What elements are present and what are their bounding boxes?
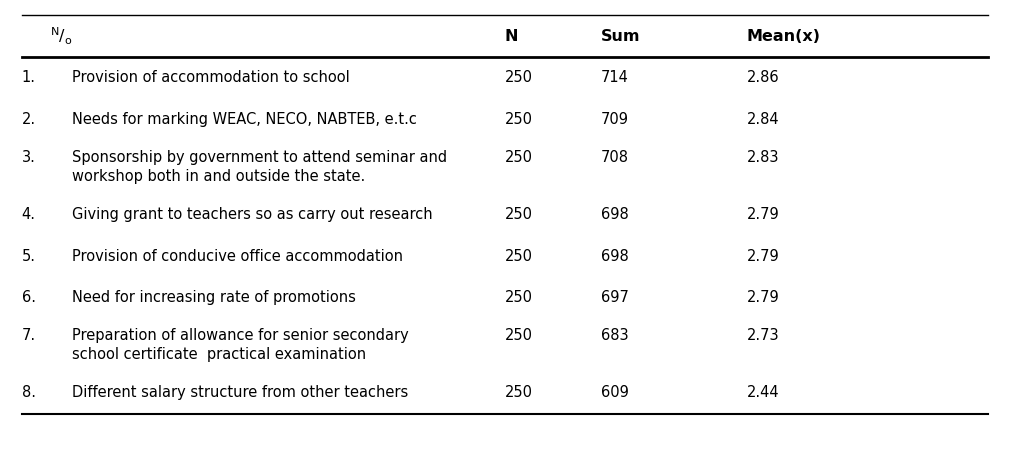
Text: 2.79: 2.79 (746, 290, 780, 305)
Text: 250: 250 (505, 290, 533, 305)
Text: 4.: 4. (21, 207, 35, 222)
Text: 250: 250 (505, 385, 533, 400)
Text: 7.: 7. (21, 328, 35, 343)
Text: 2.84: 2.84 (746, 112, 780, 127)
Text: Giving grant to teachers so as carry out research: Giving grant to teachers so as carry out… (72, 207, 432, 222)
Text: 250: 250 (505, 70, 533, 85)
Text: 709: 709 (601, 112, 628, 127)
Text: 2.79: 2.79 (746, 249, 780, 264)
Text: 2.44: 2.44 (746, 385, 780, 400)
Text: 2.86: 2.86 (746, 70, 780, 85)
Text: 683: 683 (601, 328, 628, 343)
Text: Different salary structure from other teachers: Different salary structure from other te… (72, 385, 408, 400)
Text: 698: 698 (601, 207, 628, 222)
Text: 714: 714 (601, 70, 628, 85)
Text: 250: 250 (505, 207, 533, 222)
Text: 250: 250 (505, 150, 533, 165)
Text: 6.: 6. (21, 290, 35, 305)
Text: 250: 250 (505, 328, 533, 343)
Text: 2.: 2. (21, 112, 35, 127)
Text: 5.: 5. (21, 249, 35, 264)
Text: 2.73: 2.73 (746, 328, 780, 343)
Text: 1.: 1. (21, 70, 35, 85)
Text: Provision of conducive office accommodation: Provision of conducive office accommodat… (72, 249, 403, 264)
Text: 2.79: 2.79 (746, 207, 780, 222)
Text: Provision of accommodation to school: Provision of accommodation to school (72, 70, 349, 85)
Text: 698: 698 (601, 249, 628, 264)
Text: 250: 250 (505, 249, 533, 264)
Text: 609: 609 (601, 385, 628, 400)
Text: 708: 708 (601, 150, 628, 165)
Text: Sum: Sum (601, 28, 640, 44)
Text: $\mathregular{^{N}/_{o}}$: $\mathregular{^{N}/_{o}}$ (50, 26, 73, 47)
Text: N: N (505, 28, 518, 44)
Text: 3.: 3. (21, 150, 35, 165)
Text: 2.83: 2.83 (746, 150, 780, 165)
Text: school certificate  practical examination: school certificate practical examination (72, 348, 366, 363)
Text: 250: 250 (505, 112, 533, 127)
Text: Sponsorship by government to attend seminar and: Sponsorship by government to attend semi… (72, 150, 447, 165)
Text: 697: 697 (601, 290, 628, 305)
Text: workshop both in and outside the state.: workshop both in and outside the state. (72, 169, 366, 184)
Text: 8.: 8. (21, 385, 35, 400)
Text: Need for increasing rate of promotions: Need for increasing rate of promotions (72, 290, 356, 305)
Text: Preparation of allowance for senior secondary: Preparation of allowance for senior seco… (72, 328, 409, 343)
Text: Mean(x): Mean(x) (746, 28, 821, 44)
Text: Needs for marking WEAC, NECO, NABTEB, e.t.c: Needs for marking WEAC, NECO, NABTEB, e.… (72, 112, 417, 127)
